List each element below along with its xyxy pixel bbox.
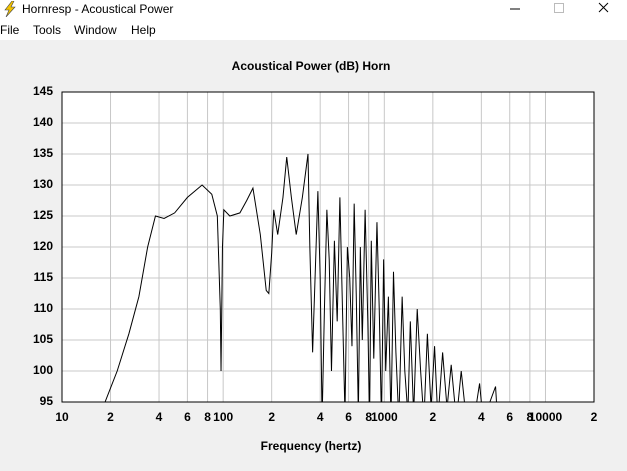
y-tick-label: 115 — [34, 270, 54, 284]
y-tick-label: 145 — [33, 84, 53, 98]
window-title: Hornresp - Acoustical Power — [22, 2, 174, 16]
app-icon — [4, 1, 16, 17]
y-tick-label: 110 — [34, 301, 54, 315]
x-tick-label: 10000 — [529, 410, 563, 424]
y-tick-label: 95 — [40, 394, 54, 408]
menu-bar: File Tools Window Help — [0, 20, 627, 40]
x-tick-label: 8 — [365, 410, 372, 424]
x-tick-label: 6 — [345, 410, 352, 424]
chart-title: Acoustical Power (dB) Horn — [232, 59, 391, 73]
y-tick-label: 105 — [33, 332, 53, 346]
x-tick-label: 4 — [156, 410, 163, 424]
menu-item[interactable]: Help — [131, 23, 156, 37]
y-tick-label: 125 — [33, 208, 53, 222]
x-tick-label: 2 — [268, 410, 275, 424]
title-bar: Hornresp - Acoustical Power — [0, 0, 627, 20]
window-controls[interactable] — [500, 0, 620, 20]
x-tick-label: 10 — [55, 410, 69, 424]
x-axis-label: Frequency (hertz) — [261, 439, 362, 453]
x-tick-label: 6 — [184, 410, 191, 424]
x-tick-label: 2 — [429, 410, 436, 424]
menu-item[interactable]: Tools — [33, 23, 62, 37]
x-tick-label: 4 — [478, 410, 485, 424]
y-tick-label: 130 — [33, 177, 53, 191]
y-tick-label: 100 — [33, 363, 53, 377]
x-tick-label: 2 — [107, 410, 114, 424]
x-tick-label: 4 — [317, 410, 324, 424]
x-tick-label: 8 — [527, 410, 534, 424]
data-line — [104, 153, 497, 402]
x-tick-label: 6 — [506, 410, 513, 424]
x-tick-label: 100 — [213, 410, 233, 424]
y-tick-label: 120 — [33, 239, 53, 253]
y-tick-label: 140 — [33, 115, 53, 129]
x-tick-label: 1000 — [371, 410, 398, 424]
x-tick-label: 2 — [591, 410, 598, 424]
y-tick-label: 135 — [33, 146, 53, 160]
x-tick-label: 8 — [204, 410, 211, 424]
menu-item[interactable]: File — [0, 23, 20, 37]
menu-item[interactable]: Window — [74, 23, 117, 37]
plot-border — [61, 91, 595, 403]
